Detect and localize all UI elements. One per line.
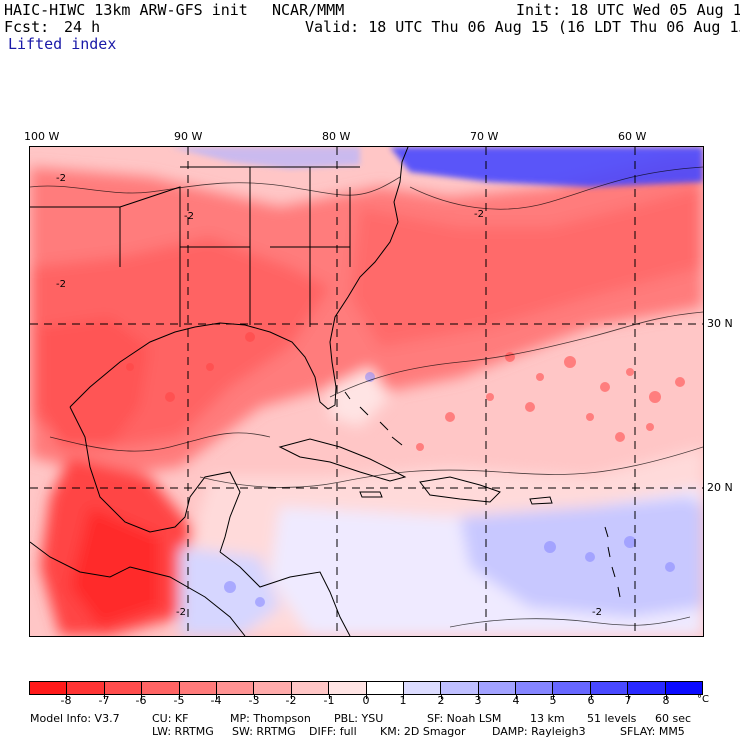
footer-levels: 51 levels [587,712,637,725]
colorbar-segment [403,682,442,694]
colorbar-segment [30,682,68,694]
init-time: Init: 18 UTC Wed 05 Aug 15 [516,1,740,19]
north-cool-region [170,147,360,169]
contour-label: -2 [184,211,194,222]
colorbar-segment [142,682,180,694]
colorbar-segment [590,682,629,694]
lat-label-20n: 20 N [707,481,733,494]
map-canvas: -2 -2 -2 -2 -2 -2 [30,147,703,636]
colorbar-tick [291,695,292,699]
colorbar-tick [216,695,217,699]
contour-label: -2 [176,607,186,618]
footer-pbl: PBL: YSU [334,712,384,725]
colorbar-tick-label: 4 [512,694,520,707]
footer-damp: DAMP: Rayleigh3 [492,725,586,738]
colorbar-tick [553,695,554,699]
colorbar-segment [441,682,479,694]
organization: NCAR/MMM [272,1,345,19]
colorbar-tick [104,695,105,699]
colorbar-tick-label: -5 [173,694,185,707]
contour-labels: -2 -2 -2 -2 -2 -2 [56,173,602,618]
colorbar-tick [666,695,667,699]
colorbar-tick [366,695,367,699]
contour-label: -2 [592,607,602,618]
colorbar-tick-label: -1 [323,694,335,707]
lat-label-30n: 30 N [707,317,733,330]
footer-km: KM: 2D Smagor [380,725,466,738]
colorbar-tick [66,695,67,699]
colorbar-tick-label: 3 [474,694,482,707]
colorbar-tick-label: -7 [98,694,110,707]
valid-time: Valid: 18 UTC Thu 06 Aug 15 (16 LDT Thu … [305,18,740,36]
footer-cu: CU: KF [152,712,189,725]
footer-model-info: Model Info: V3.7 [30,712,120,725]
colorbar-unit: °C [697,694,709,705]
forecast-hour: 24 h [64,18,101,36]
lon-label-100w: 100 W [24,130,60,143]
colorbar-tick-label: 0 [362,694,370,707]
colorbar-tick-label: -8 [60,694,72,707]
colorbar-tick [141,695,142,699]
footer-mp: MP: Thompson [230,712,311,725]
colorbar-segment [478,682,517,694]
footer-diff: DIFF: full [309,725,357,738]
contour-label: -2 [56,279,66,290]
footer-timestep: 60 sec [655,712,692,725]
colorbar-tick-label: 2 [437,694,445,707]
colorbar-segment [329,682,367,694]
colorbar-tick-label: 6 [587,694,595,707]
colorbar-tick-label: -3 [248,694,260,707]
colorbar-tick [478,695,479,699]
colorbar-tick [403,695,404,699]
lon-label-90w: 90 W [174,130,203,143]
colorbar-tick-label: 8 [662,694,670,707]
colorbar-segment [291,682,330,694]
colorbar-tick-label: -6 [135,694,147,707]
colorbar-segment [366,682,404,694]
lifted-index-map: -2 -2 -2 -2 -2 -2 [29,146,704,637]
footer-resolution: 13 km [530,712,565,725]
contour-lines [30,166,703,628]
footer-lw: LW: RRTMG [152,725,214,738]
colorbar-segment [216,682,255,694]
colorbar-segment [628,682,666,694]
coastlines [30,147,621,636]
model-title: HAIC-HIWC 13km ARW-GFS init [4,1,248,19]
colorbar-segment [179,682,217,694]
colorbar [29,681,703,695]
field-shading [30,157,703,636]
field-name: Lifted index [8,35,117,53]
contour-label: -2 [474,209,484,220]
colorbar-segment [104,682,143,694]
lon-label-80w: 80 W [322,130,351,143]
convective-speckles [126,332,685,451]
colorbar-segment [67,682,105,694]
lon-label-60w: 60 W [618,130,647,143]
colorbar-tick [441,695,442,699]
colorbar-segment [516,682,554,694]
colorbar-tick [254,695,255,699]
colorbar-segment [254,682,292,694]
colorbar-tick-label: 1 [399,694,407,707]
colorbar-tick [516,695,517,699]
graticule [30,147,703,636]
colorbar-tick-label: 5 [549,694,557,707]
contour-label: -2 [56,173,66,184]
footer-sflay: SFLAY: MM5 [620,725,685,738]
footer-sf: SF: Noah LSM [427,712,502,725]
colorbar-tick-label: -4 [210,694,222,707]
northeast-cool-region [390,147,703,187]
colorbar-segment [665,682,703,694]
colorbar-tick [179,695,180,699]
colorbar-tick-label: 7 [624,694,632,707]
lon-label-70w: 70 W [470,130,499,143]
forecast-label: Fcst: [4,18,50,36]
colorbar-tick-label: -2 [285,694,297,707]
colorbar-tick [628,695,629,699]
colorbar-tick [329,695,330,699]
footer-sw: SW: RRTMG [232,725,296,738]
colorbar-tick [591,695,592,699]
colorbar-segment [553,682,591,694]
